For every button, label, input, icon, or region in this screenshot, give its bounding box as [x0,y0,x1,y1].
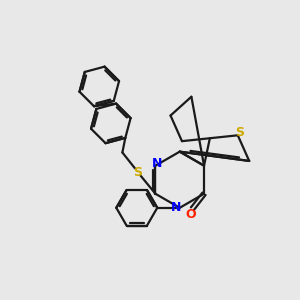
Text: N: N [171,201,181,214]
Text: S: S [235,126,244,139]
Text: S: S [133,166,142,179]
Text: N: N [152,157,162,169]
Text: O: O [185,208,196,221]
